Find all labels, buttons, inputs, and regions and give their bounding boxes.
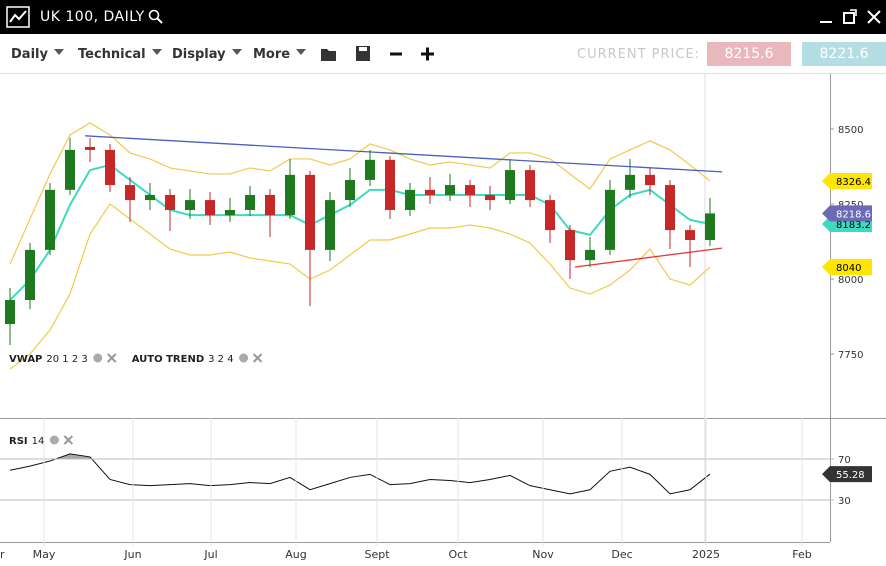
candle-body bbox=[165, 194, 175, 210]
sell-price[interactable]: 8215.6 bbox=[707, 42, 791, 66]
candle-body bbox=[125, 185, 135, 201]
candle-body bbox=[685, 230, 695, 240]
candle-body bbox=[25, 249, 35, 301]
candle-body bbox=[525, 170, 535, 201]
x-tick-label: Oct bbox=[448, 548, 468, 561]
close-icon bbox=[252, 353, 263, 363]
logo bbox=[6, 6, 30, 28]
price-badge-label: 8218.6 bbox=[836, 209, 871, 220]
price-badge bbox=[822, 173, 872, 190]
price-badge-label: 8040 bbox=[836, 263, 861, 274]
settings-icon[interactable] bbox=[239, 353, 249, 363]
rsi-line bbox=[9, 453, 711, 495]
candle-body bbox=[225, 209, 235, 216]
price-badge bbox=[822, 259, 872, 276]
close-icon bbox=[107, 353, 117, 363]
candle-body bbox=[625, 174, 635, 190]
price-badge-label: 8183.2 bbox=[836, 220, 871, 231]
price-badge bbox=[822, 466, 872, 483]
candle-body bbox=[5, 300, 15, 325]
x-tick-label: Nov bbox=[532, 548, 554, 561]
candle-body bbox=[205, 200, 215, 216]
x-tick-label: Jul bbox=[203, 548, 217, 561]
y-tick-label: 70 bbox=[838, 455, 851, 466]
candle-body bbox=[45, 189, 55, 250]
candle-body bbox=[105, 149, 115, 186]
candle-body bbox=[245, 194, 255, 210]
search-icon[interactable] bbox=[148, 9, 164, 25]
indicator-name: VWAP bbox=[9, 354, 42, 365]
x-tick-label: Apr bbox=[0, 548, 5, 561]
window-controls[interactable] bbox=[818, 9, 882, 25]
candle-body bbox=[445, 185, 455, 195]
buy-price[interactable]: 8221.6 bbox=[802, 42, 886, 66]
toolbar: Daily Technical Display More CURRENT PRI… bbox=[0, 34, 886, 74]
candle-body bbox=[485, 194, 495, 201]
indicator-params: 3 2 4 bbox=[208, 354, 233, 365]
candle-body bbox=[545, 200, 555, 231]
menu-item[interactable]: Technical bbox=[78, 47, 162, 62]
candle-body bbox=[465, 185, 475, 195]
candle-body bbox=[645, 174, 655, 186]
indicator-params: 20 1 2 3 bbox=[46, 354, 87, 365]
trend-line bbox=[84, 135, 723, 173]
candle-body bbox=[585, 249, 595, 261]
close-icon bbox=[63, 435, 74, 445]
x-tick-label: Feb bbox=[792, 548, 811, 561]
trend-line bbox=[574, 247, 723, 268]
price-badge bbox=[822, 205, 872, 222]
price-badge-label: 8326.4 bbox=[836, 177, 871, 188]
candle-body bbox=[85, 146, 95, 150]
x-tick-label: Sept bbox=[364, 548, 390, 561]
price-badge-label: 55.28 bbox=[836, 470, 865, 481]
instrument-title: UK 100, DAILY bbox=[40, 9, 145, 25]
candle-body bbox=[425, 189, 435, 195]
candle-body bbox=[605, 189, 615, 250]
current-price-label: CURRENT PRICE: bbox=[577, 47, 701, 62]
candle-body bbox=[265, 194, 275, 216]
indicator-line bbox=[9, 203, 711, 370]
tool-icons[interactable] bbox=[320, 45, 440, 63]
plot-area bbox=[5, 122, 723, 495]
candle-body bbox=[185, 200, 195, 210]
y-tick-label: 8500 bbox=[838, 125, 863, 136]
indicator-line bbox=[9, 163, 711, 301]
candle-body bbox=[705, 213, 715, 240]
menu-item[interactable]: Display bbox=[172, 47, 242, 62]
candle-body bbox=[505, 170, 515, 201]
candle-body bbox=[145, 194, 155, 201]
overbought-fill bbox=[55, 453, 92, 459]
candle-body bbox=[565, 230, 575, 261]
title-bar: UK 100, DAILY bbox=[0, 0, 886, 34]
candle-body bbox=[365, 159, 375, 180]
x-tick-label: 2025 bbox=[692, 548, 720, 561]
candle-body bbox=[385, 159, 395, 210]
x-tick-label: Aug bbox=[285, 548, 306, 561]
x-tick-label: May bbox=[33, 548, 56, 561]
candle-body bbox=[665, 185, 675, 231]
menu-item[interactable]: More bbox=[253, 47, 306, 62]
candle-body bbox=[325, 200, 335, 250]
x-tick-label: Jun bbox=[123, 548, 141, 561]
candle-body bbox=[345, 179, 355, 201]
candle-body bbox=[305, 174, 315, 250]
settings-icon[interactable] bbox=[93, 353, 103, 363]
indicator-name: RSI bbox=[9, 436, 28, 447]
settings-icon[interactable] bbox=[49, 435, 59, 445]
y-tick-label: 30 bbox=[838, 496, 851, 507]
indicator-params: 14 bbox=[32, 436, 45, 447]
x-tick-label: Dec bbox=[611, 548, 632, 561]
indicator-name: AUTO TREND bbox=[132, 354, 204, 365]
y-tick-label: 7750 bbox=[838, 350, 863, 361]
y-tick-label: 8000 bbox=[838, 275, 863, 286]
candle-body bbox=[285, 174, 295, 216]
menu-item[interactable]: Daily bbox=[11, 47, 64, 62]
candle-body bbox=[405, 189, 415, 210]
candle-body bbox=[65, 149, 75, 190]
